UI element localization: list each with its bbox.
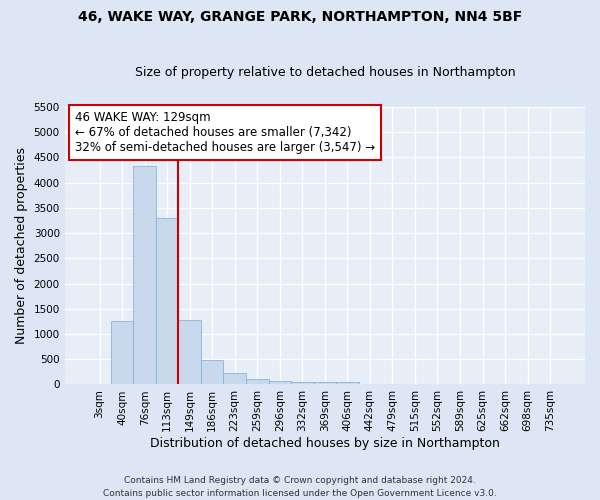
- Bar: [133, 166, 156, 384]
- Bar: [291, 382, 314, 384]
- Title: Size of property relative to detached houses in Northampton: Size of property relative to detached ho…: [134, 66, 515, 80]
- Bar: [223, 374, 246, 384]
- Bar: [178, 320, 201, 384]
- X-axis label: Distribution of detached houses by size in Northampton: Distribution of detached houses by size …: [150, 437, 500, 450]
- Bar: [269, 380, 291, 384]
- Bar: [201, 360, 223, 384]
- Bar: [314, 382, 336, 384]
- Text: Contains HM Land Registry data © Crown copyright and database right 2024.
Contai: Contains HM Land Registry data © Crown c…: [103, 476, 497, 498]
- Text: 46 WAKE WAY: 129sqm
← 67% of detached houses are smaller (7,342)
32% of semi-det: 46 WAKE WAY: 129sqm ← 67% of detached ho…: [75, 111, 375, 154]
- Bar: [111, 321, 133, 384]
- Y-axis label: Number of detached properties: Number of detached properties: [15, 148, 28, 344]
- Bar: [246, 380, 269, 384]
- Text: 46, WAKE WAY, GRANGE PARK, NORTHAMPTON, NN4 5BF: 46, WAKE WAY, GRANGE PARK, NORTHAMPTON, …: [78, 10, 522, 24]
- Bar: [336, 382, 359, 384]
- Bar: [156, 218, 178, 384]
